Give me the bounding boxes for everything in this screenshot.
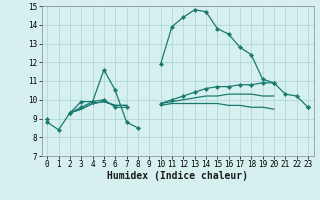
X-axis label: Humidex (Indice chaleur): Humidex (Indice chaleur): [107, 171, 248, 181]
